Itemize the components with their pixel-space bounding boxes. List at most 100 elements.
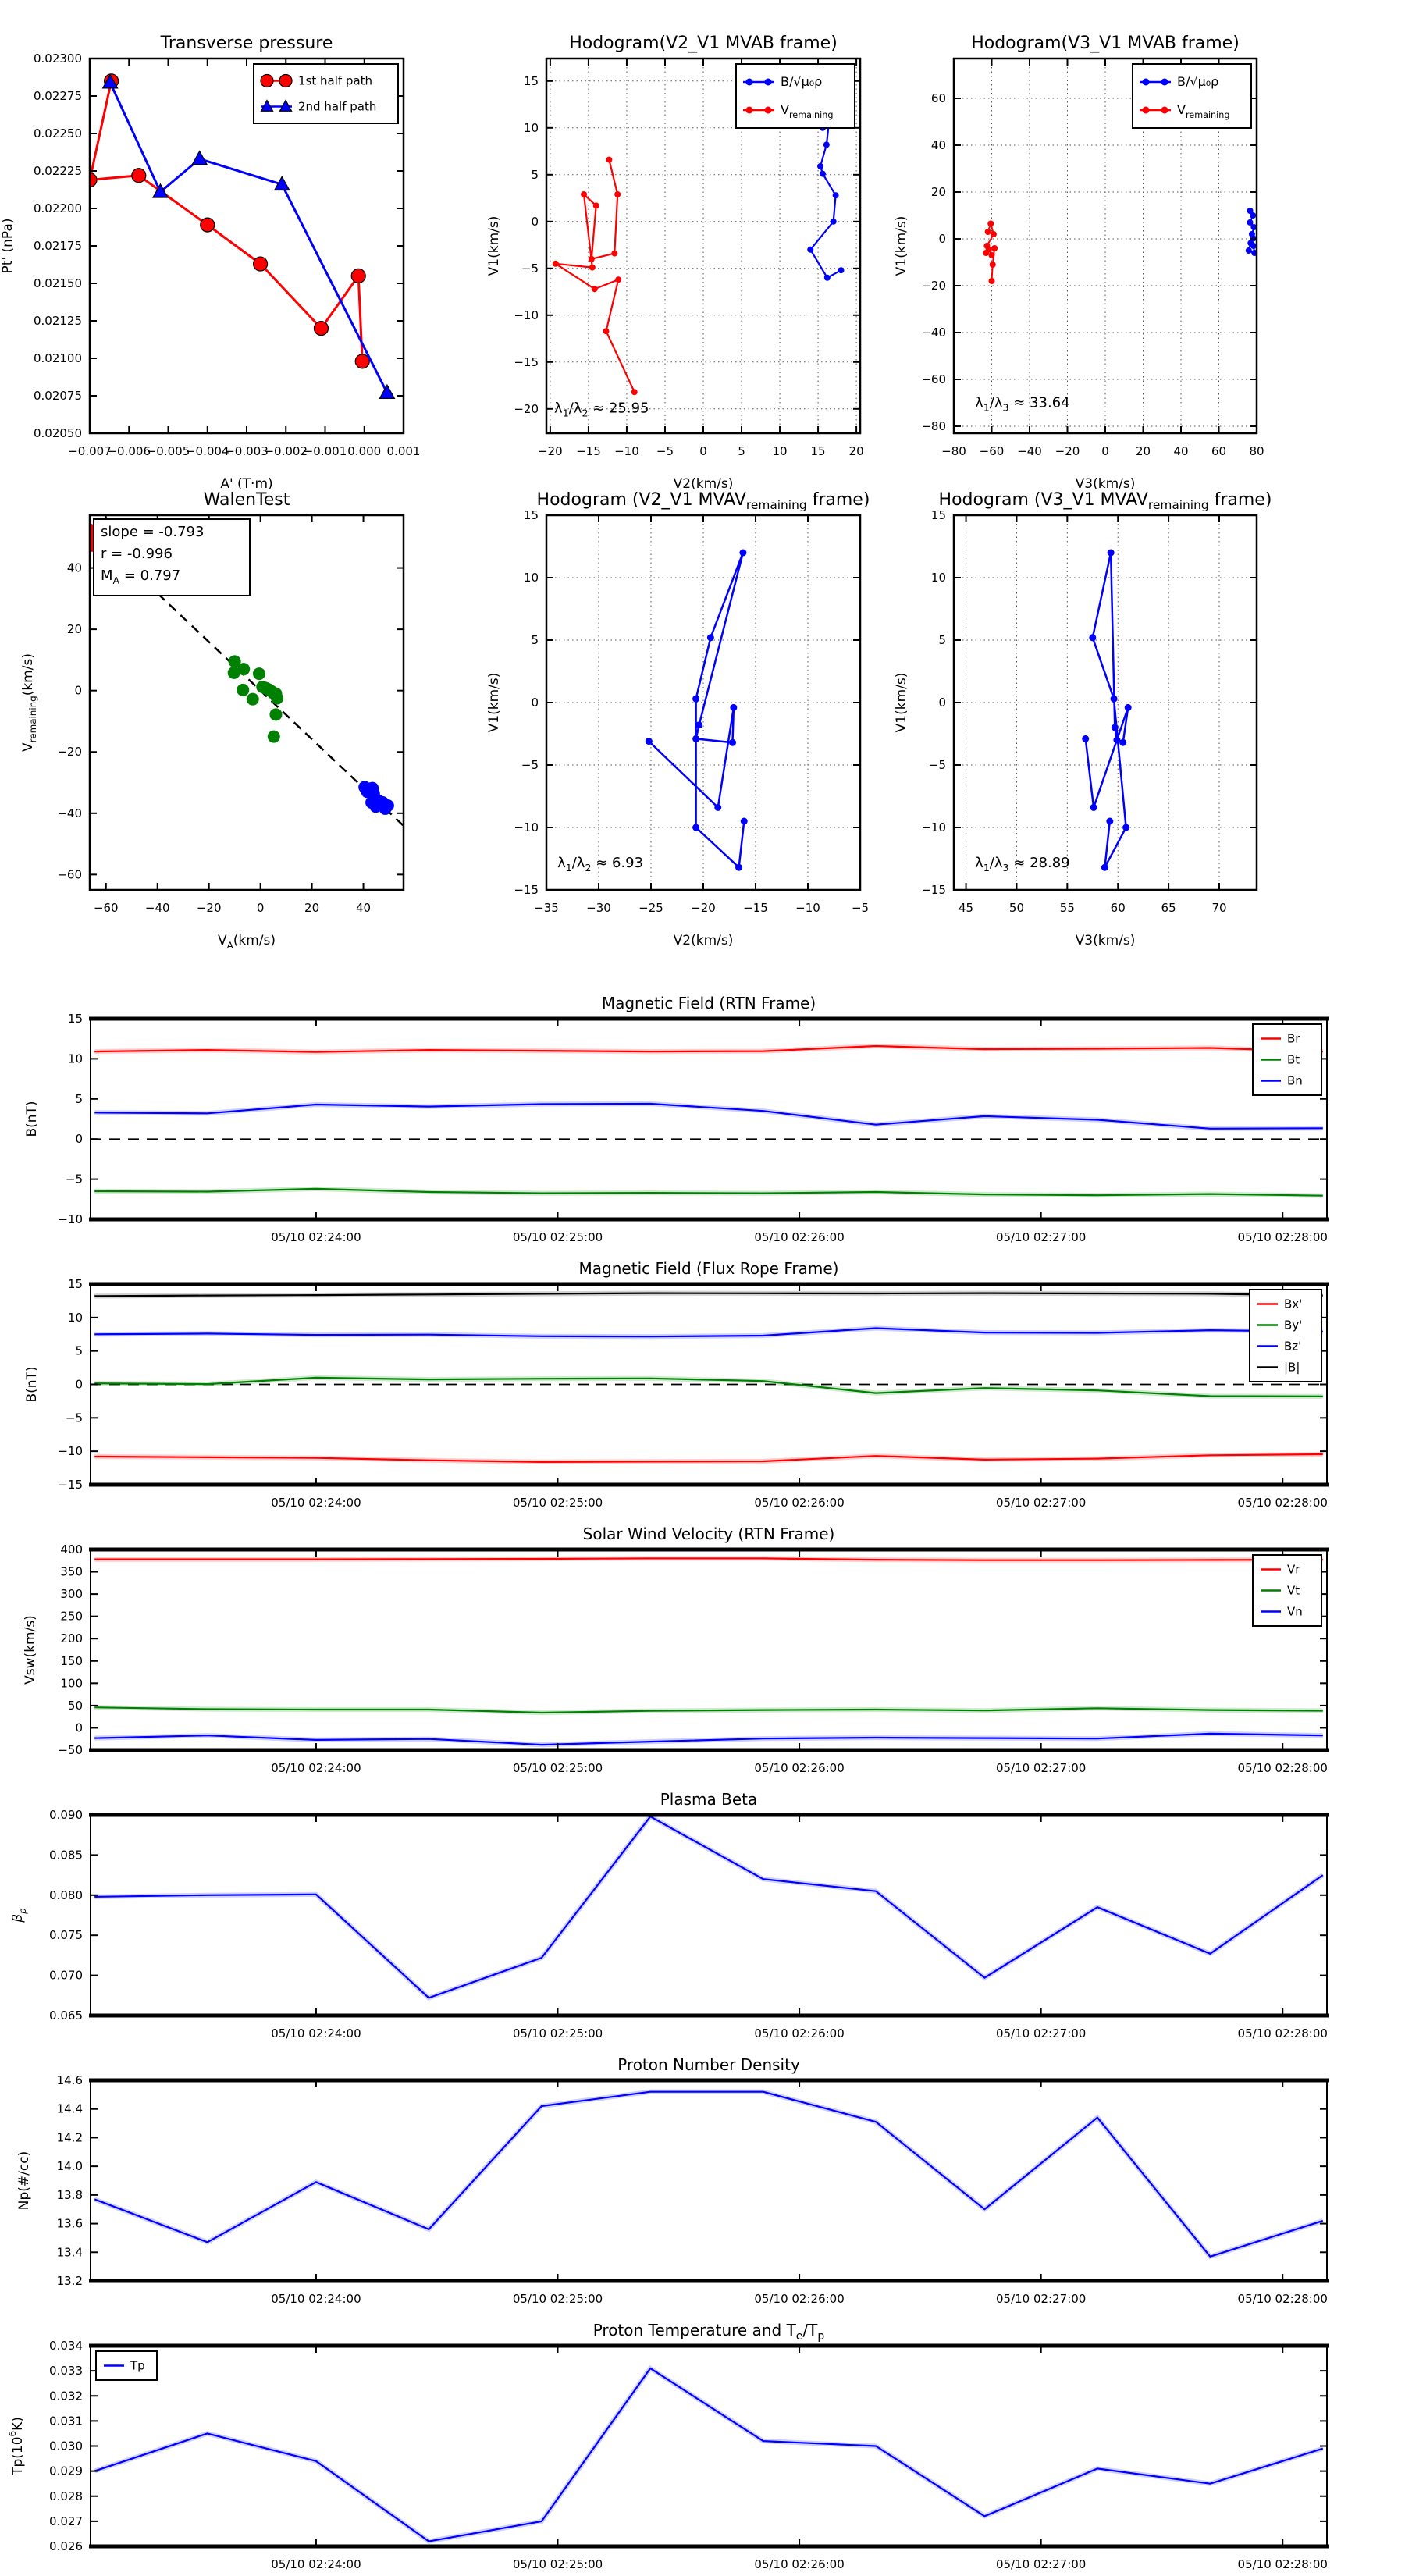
series-line: [554, 159, 635, 393]
point-marker: [631, 389, 638, 396]
legend-label: Vt: [1287, 1584, 1300, 1598]
point-marker: [745, 106, 753, 114]
legend: Bx' By' Bz' |B|: [1249, 1289, 1322, 1382]
y-tick-label: 0.034: [49, 2339, 83, 2353]
point-marker: [645, 738, 653, 745]
y-tick-label: −40: [921, 326, 946, 340]
y-tick-label: −20: [921, 279, 946, 293]
series-B hodogram: [1082, 549, 1132, 871]
y-axis-label: Vsw(km/s): [23, 1615, 38, 1685]
point-marker: [588, 255, 595, 262]
point-marker: [279, 73, 293, 88]
series-line: [94, 1187, 1323, 1197]
x-tick-label: −10: [614, 444, 639, 458]
series-line: [94, 2090, 1324, 2258]
y-tick-label: −5: [521, 262, 539, 276]
y-tick-label: 13.4: [57, 2245, 83, 2259]
x-tick-label: −20: [538, 444, 563, 458]
x-axis-label: V3(km/s): [1076, 933, 1136, 948]
y-tick-label: 0: [531, 215, 539, 229]
y-tick-label: 0.085: [49, 1848, 83, 1862]
x-axis-label: V2(km/s): [674, 476, 734, 492]
series-V_{remaining}: [983, 220, 998, 284]
point-marker: [1250, 243, 1257, 249]
x-tick-label: 05/10 02:27:00: [996, 1496, 1086, 1510]
x-tick-label: 05/10 02:27:00: [996, 2292, 1086, 2306]
y-tick-label: −50: [58, 1743, 83, 1757]
legend-frame: [735, 63, 855, 129]
point-marker: [252, 256, 269, 272]
series-line: [94, 1327, 1323, 1338]
x-tick-label: −40: [1017, 444, 1042, 458]
point-marker: [271, 692, 284, 705]
legend-label: By': [1284, 1318, 1302, 1332]
point-marker: [1161, 106, 1168, 114]
point-marker: [988, 252, 995, 258]
series-group: [94, 1815, 1325, 2001]
y-tick-label: −20: [514, 402, 539, 416]
x-tick-label: 05/10 02:25:00: [513, 1761, 603, 1775]
legend-label: B/√μ₀ρ: [1177, 74, 1218, 89]
y-tick-label: 0.02200: [34, 201, 82, 215]
point-marker: [1082, 735, 1090, 742]
x-tick-label: 05/10 02:24:00: [271, 2557, 361, 2571]
point-marker: [989, 262, 996, 268]
x-axis-label: A' (T·m): [220, 476, 272, 492]
y-tick-label: 0.080: [49, 1888, 83, 1902]
point-marker: [807, 246, 814, 253]
info-box-line: MA = 0.797: [101, 568, 180, 586]
point-marker: [984, 229, 991, 235]
point-marker: [313, 321, 329, 336]
y-tick-label: 0.02125: [34, 314, 82, 328]
y-tick-label: 0.031: [49, 2414, 83, 2428]
series-Vt: [94, 1705, 1323, 1716]
x-tick-label: 05/10 02:27:00: [996, 1761, 1086, 1775]
x-tick-label: −0.004: [186, 444, 229, 458]
annotation: λ1/λ2 ≈ 25.95: [554, 400, 649, 419]
y-axis-label: V1(km/s): [486, 673, 502, 733]
x-tick-label: 05/10 02:24:00: [271, 1230, 361, 1244]
y-tick-label: −60: [57, 867, 82, 881]
info-box: slope = -0.793 r = -0.996 MA = 0.797: [93, 518, 251, 596]
point-marker: [745, 78, 753, 86]
point-marker: [589, 264, 596, 271]
x-tick-label: 05/10 02:28:00: [1238, 1230, 1328, 1244]
point-marker: [227, 666, 240, 679]
point-marker: [260, 73, 274, 88]
series-glow: [94, 2364, 1324, 2544]
plot-plasma-beta: 05/10 02:24:00 05/10 02:25:00 05/10 02:26:…: [10, 1790, 1329, 2041]
ticks: −35 −30 −25 −20 −15 −10 −5 −15 −10 −5 0 5 10 15: [514, 508, 869, 915]
point-marker: [1106, 817, 1114, 825]
x-tick-label: 05/10 02:25:00: [513, 2026, 603, 2041]
series-V_{remaining}: [552, 156, 638, 396]
y-tick-label: 0.02300: [34, 52, 82, 66]
series-line: [108, 82, 389, 393]
annotation: λ1/λ2 ≈ 6.93: [557, 855, 643, 873]
point-marker: [987, 220, 994, 227]
y-tick-label: 0.032: [49, 2389, 83, 2403]
x-tick-label: 60: [1111, 901, 1126, 915]
gridlines: [954, 514, 1257, 891]
series-group: [94, 1043, 1323, 1198]
point-marker: [1251, 250, 1257, 256]
ticks: 05/10 02:24:00 05/10 02:25:00 05/10 02:26:…: [58, 1012, 1328, 1244]
series-line: [94, 1044, 1323, 1053]
y-tick-label: 0.065: [49, 2008, 83, 2023]
y-tick-label: −60: [921, 372, 946, 386]
x-tick-label: 0.000: [347, 444, 381, 458]
ticks: 05/10 02:24:00 05/10 02:25:00 05/10 02:26:…: [49, 2339, 1328, 2571]
y-tick-label: −10: [58, 1212, 83, 1226]
y-tick-label: 0.02225: [34, 164, 82, 178]
x-tick-label: 0: [1101, 444, 1109, 458]
x-tick-label: 05/10 02:26:00: [754, 2026, 844, 2041]
point-marker: [692, 695, 700, 703]
gridlines: [546, 59, 860, 433]
series-By': [94, 1375, 1323, 1399]
point-marker: [1110, 695, 1118, 703]
x-tick-label: −15: [743, 901, 768, 915]
point-marker: [988, 278, 995, 284]
series-group: [90, 73, 396, 399]
x-tick-label: −5: [852, 901, 869, 915]
